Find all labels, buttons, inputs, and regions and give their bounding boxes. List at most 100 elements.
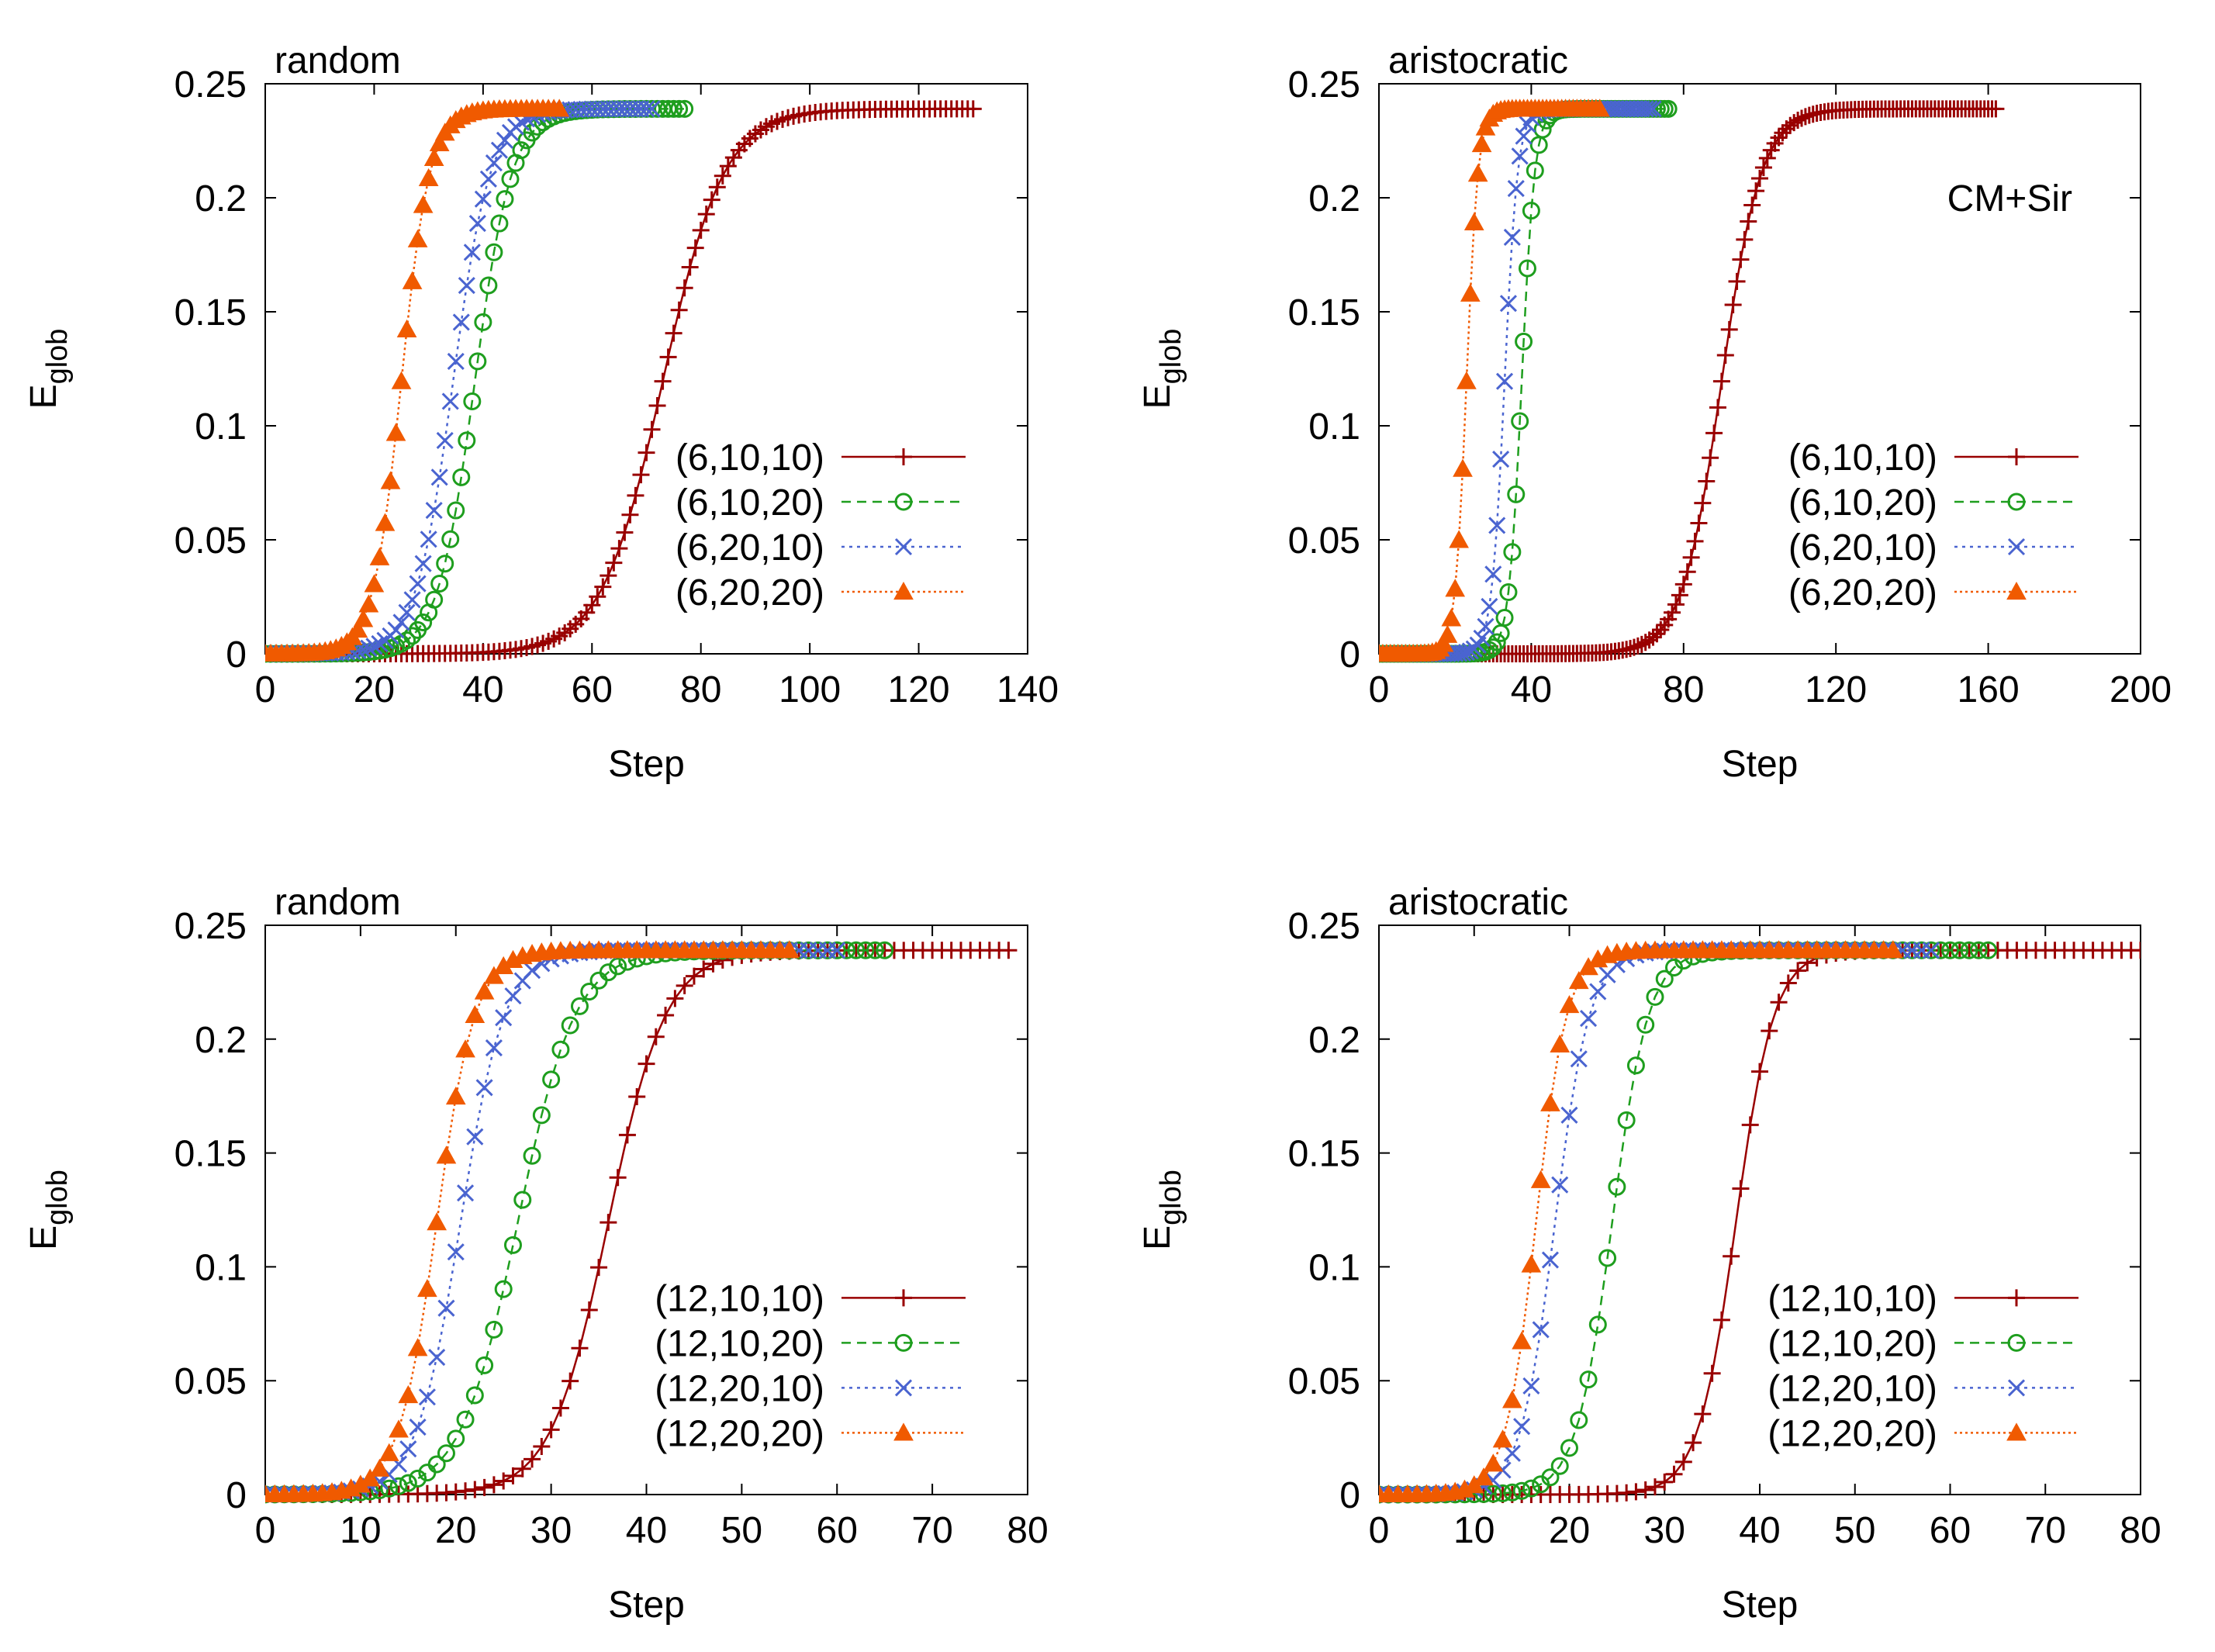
x-tick-label: 60 (1930, 1510, 1971, 1551)
data-point (648, 396, 666, 414)
x-tick-label: 70 (2025, 1510, 2066, 1551)
data-point (1532, 1321, 1550, 1339)
data-point (1515, 332, 1533, 351)
x-axis-label: Step (1722, 1585, 1799, 1626)
legend-label: (12,20,10) (1768, 1368, 1937, 1409)
data-point (399, 1440, 417, 1458)
data-point (1511, 147, 1529, 165)
data-point (425, 590, 444, 609)
x-axis-label: Step (1722, 744, 1799, 785)
legend-marker (895, 1289, 912, 1307)
data-point (1625, 638, 1643, 656)
data-point (1694, 494, 1712, 512)
x-tick-label: 30 (530, 1510, 572, 1551)
x-tick-label: 30 (1644, 1510, 1685, 1551)
data-point (501, 170, 520, 188)
x-tick-label: 70 (911, 1510, 952, 1551)
series-line (1379, 108, 1600, 655)
data-point (417, 1279, 437, 1298)
data-point (1503, 543, 1522, 562)
chart-title: random (275, 40, 401, 81)
data-point (485, 154, 503, 172)
data-point (1674, 1453, 1692, 1471)
legend-label: (12,10,20) (655, 1323, 824, 1364)
data-point (398, 631, 416, 650)
data-point (665, 99, 683, 118)
legend-label: (6,20,10) (676, 527, 824, 569)
data-point (876, 941, 894, 959)
y-tick-label: 0.15 (1288, 292, 1360, 334)
data-point (610, 540, 628, 558)
data-point (1503, 1483, 1522, 1502)
legend-marker (2007, 1379, 2026, 1397)
data-point (398, 1384, 419, 1404)
data-point (551, 1399, 569, 1417)
legend-label: (12,20,20) (655, 1413, 824, 1454)
data-point (1664, 603, 1681, 621)
y-tick-label: 0.25 (175, 906, 247, 947)
y-axis-label-main: E (1137, 1225, 1178, 1250)
legend-label: (12,20,20) (1768, 1413, 1937, 1454)
data-point (1644, 628, 1662, 646)
x-tick-label: 200 (2110, 669, 2172, 710)
legend-marker (2008, 1289, 2025, 1307)
data-point (513, 1191, 532, 1209)
data-point (1492, 1429, 1513, 1448)
data-point (600, 1214, 617, 1232)
chart-title: aristocratic (1388, 882, 1568, 923)
data-point (1648, 625, 1666, 643)
data-point (389, 1477, 408, 1495)
data-point (495, 1009, 513, 1027)
y-axis-label: Eglob (1137, 329, 1187, 410)
data-point (475, 1478, 493, 1496)
data-point (456, 1184, 475, 1202)
y-tick-label: 0 (1339, 1475, 1360, 1516)
data-point (513, 1460, 531, 1477)
legend-marker (894, 537, 913, 556)
data-point (456, 1410, 475, 1429)
data-point (455, 1039, 475, 1058)
data-point (1728, 272, 1746, 290)
data-point (1659, 99, 1678, 118)
legend-marker (893, 581, 914, 600)
data-point (1550, 1457, 1569, 1475)
data-point (436, 555, 454, 573)
x-tick-label: 60 (817, 1510, 858, 1551)
y-tick-label: 0.25 (1288, 906, 1360, 947)
data-point (670, 301, 688, 319)
data-point (1449, 530, 1469, 548)
data-point (654, 372, 672, 390)
x-tick-label: 160 (1958, 669, 2020, 710)
data-point (594, 578, 612, 596)
panel-2: 0 40 80 120 160 200 0 0.05 0.1 0.15 0.2 0.25 aristoc… (1137, 40, 2172, 785)
series-2 (1379, 99, 1678, 663)
data-point (600, 567, 617, 585)
x-tick-label: 80 (2120, 1510, 2161, 1551)
data-point (1633, 635, 1650, 653)
data-point (1702, 449, 1719, 467)
data-point (1507, 485, 1526, 503)
data-point (466, 1481, 484, 1498)
data-point (364, 574, 385, 593)
data-point (1646, 1478, 1664, 1496)
legend-marker (2006, 1422, 2027, 1441)
data-point (409, 575, 427, 593)
y-tick-label: 0.2 (1308, 1020, 1360, 1061)
data-point (1579, 1370, 1598, 1389)
data-point (1494, 1484, 1512, 1502)
series-2 (265, 99, 694, 663)
data-point (1570, 1411, 1588, 1429)
data-point (1626, 1056, 1645, 1075)
data-point (436, 431, 454, 449)
data-point (1533, 120, 1552, 139)
data-point (1709, 399, 1726, 416)
data-point (1000, 942, 1018, 959)
data-point (1492, 451, 1510, 468)
data-point (1751, 169, 1768, 187)
data-point (605, 554, 623, 572)
x-axis-label: Step (608, 1585, 685, 1626)
data-point (1770, 994, 1788, 1011)
data-point (496, 131, 514, 149)
data-point (485, 243, 503, 261)
